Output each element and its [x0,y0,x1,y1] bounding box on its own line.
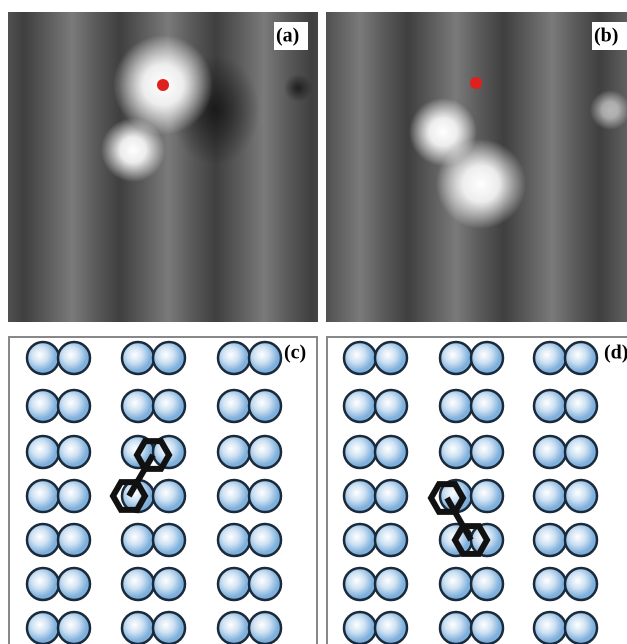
atom [565,568,597,600]
atom [58,568,90,600]
atom [534,390,566,422]
model-c: (c) [9,337,317,644]
atom [471,612,503,644]
atom [534,480,566,512]
atom [249,568,281,600]
atom [471,390,503,422]
atom [58,480,90,512]
atom [440,342,472,374]
atom [565,436,597,468]
atom [249,612,281,644]
panel-label: (c) [284,342,306,364]
atom [153,390,185,422]
atom [565,612,597,644]
atom [375,568,407,600]
atom [153,524,185,556]
atom [565,390,597,422]
atom [122,612,154,644]
atom [27,436,59,468]
atom [375,480,407,512]
atom [375,342,407,374]
atom [471,480,503,512]
atom [375,524,407,556]
panel-label: (d) [604,342,627,364]
atom [471,568,503,600]
atom [218,568,250,600]
atom [344,390,376,422]
atom [58,612,90,644]
atom [375,612,407,644]
atom [344,342,376,374]
atom [565,342,597,374]
panel-label: (b) [594,25,618,47]
atom [122,524,154,556]
model-d: (d) [327,337,627,644]
atom [153,480,185,512]
atom [27,612,59,644]
atom [375,436,407,468]
atom [218,612,250,644]
atom [218,390,250,422]
atom [565,480,597,512]
atom [58,342,90,374]
atom [27,390,59,422]
atom [534,342,566,374]
stm-image-a: (a) [8,12,318,322]
atom [534,524,566,556]
atom [249,390,281,422]
atom [534,568,566,600]
atom [27,480,59,512]
atom [440,390,472,422]
atom [440,568,472,600]
atom [344,568,376,600]
atom [27,524,59,556]
atom [344,436,376,468]
atom [534,612,566,644]
atom [153,342,185,374]
atom [440,612,472,644]
atom [218,524,250,556]
atom [218,342,250,374]
atom [218,436,250,468]
atom [122,568,154,600]
atom [153,612,185,644]
atom [440,436,472,468]
atom [249,342,281,374]
atom [534,436,566,468]
atom [471,436,503,468]
atom [344,524,376,556]
panel-label: (a) [276,25,299,47]
atom [249,436,281,468]
atom [344,480,376,512]
figure: (a) (b) (c) (d) [0,0,627,644]
atom [122,342,154,374]
atom [471,342,503,374]
atom [122,390,154,422]
atom [153,568,185,600]
atom [249,524,281,556]
atom [218,480,250,512]
atom [27,342,59,374]
stm-image-b: (b) [326,12,627,322]
atom [249,480,281,512]
atom [375,390,407,422]
atom [27,568,59,600]
atom [58,524,90,556]
atom [565,524,597,556]
atom [58,436,90,468]
atom [58,390,90,422]
atom [344,612,376,644]
